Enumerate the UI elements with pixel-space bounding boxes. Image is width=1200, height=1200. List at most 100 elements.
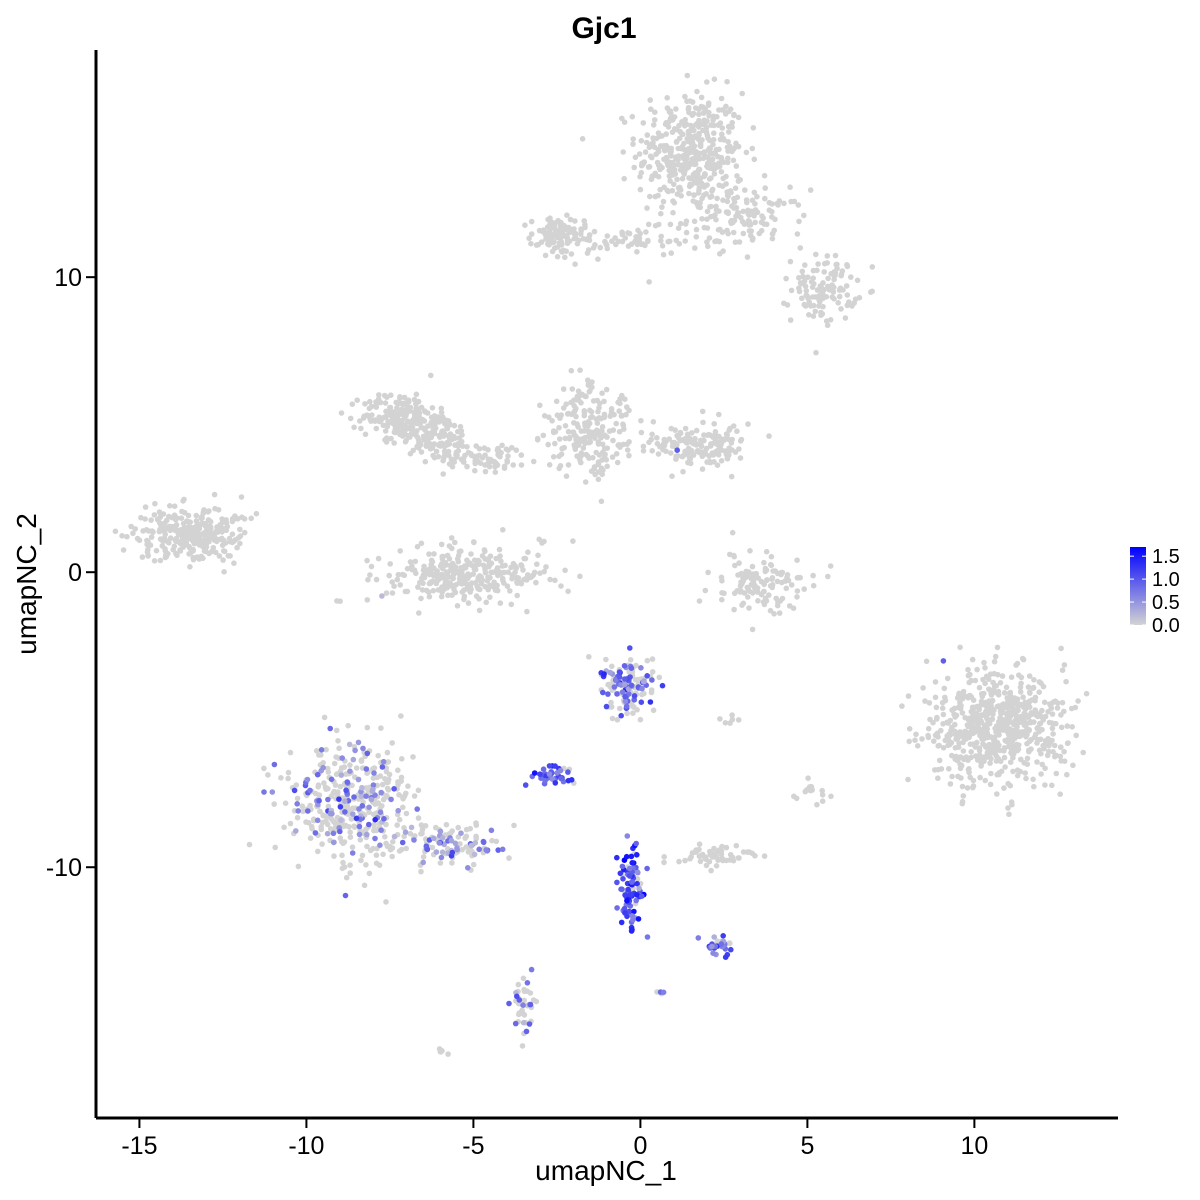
cell-point — [678, 145, 685, 152]
cell-point — [621, 119, 628, 125]
cell-point — [724, 189, 730, 195]
cell-point — [952, 728, 958, 735]
cell-point — [452, 589, 459, 596]
cell-point — [153, 547, 160, 554]
cell-point — [499, 575, 506, 582]
cell-point — [699, 453, 706, 460]
cell-point — [471, 539, 477, 546]
legend-tick-label: 0.5 — [1152, 592, 1180, 614]
cell-point — [414, 543, 421, 550]
cell-point — [696, 841, 703, 847]
cell-point — [448, 567, 455, 573]
cell-point — [591, 466, 598, 472]
cell-point — [226, 535, 233, 542]
cell-point — [363, 766, 370, 772]
cell-point — [733, 842, 740, 849]
cell-point — [940, 658, 947, 664]
cell-point — [554, 234, 561, 241]
cell-point — [190, 546, 196, 553]
cell-point — [1008, 695, 1014, 701]
cell-point — [364, 770, 370, 776]
cell-point — [519, 1007, 525, 1014]
cell-point — [994, 747, 1000, 753]
cell-point — [178, 515, 185, 521]
cell-point — [437, 563, 444, 569]
cell-point — [443, 584, 450, 591]
cell-point — [738, 436, 745, 443]
cell-point — [452, 840, 459, 847]
cell-point — [754, 193, 760, 200]
cell-point — [629, 879, 635, 885]
cell-point — [379, 764, 386, 770]
cell-point — [614, 854, 620, 861]
cell-point — [377, 773, 384, 779]
cell-point — [999, 673, 1006, 679]
cell-point — [747, 548, 753, 554]
cell-point — [317, 808, 323, 815]
cell-point — [1005, 780, 1011, 787]
cell-point — [936, 757, 943, 764]
cell-point — [550, 428, 557, 434]
cell-point — [1047, 739, 1054, 746]
y-axis-label: umapNC_2 — [11, 513, 42, 655]
cell-point — [817, 283, 824, 289]
cell-point — [704, 132, 711, 139]
legend-tick-label: 1.0 — [1152, 569, 1180, 591]
cell-point — [704, 225, 711, 231]
cell-point — [430, 587, 437, 594]
cell-point — [731, 199, 738, 205]
cell-point — [644, 657, 651, 664]
cell-point — [849, 303, 855, 309]
cell-point — [618, 712, 624, 719]
cell-point — [994, 689, 1001, 695]
cell-point — [324, 765, 331, 772]
cell-point — [509, 444, 515, 451]
cell-point — [1026, 700, 1032, 706]
cell-point — [528, 218, 535, 225]
cell-point — [603, 656, 609, 663]
cell-point — [651, 144, 658, 150]
cell-point — [366, 405, 373, 412]
cell-point — [724, 432, 730, 438]
cell-point — [407, 559, 414, 565]
cell-point — [350, 811, 356, 817]
cell-point — [959, 783, 966, 790]
cell-point — [810, 572, 816, 579]
cell-point — [959, 695, 966, 702]
cell-point — [395, 779, 401, 785]
cell-point — [358, 758, 365, 764]
cell-point — [932, 694, 939, 701]
cell-point — [144, 549, 151, 555]
cell-point — [593, 449, 599, 456]
cell-point — [689, 850, 696, 856]
cell-point — [324, 830, 331, 837]
cell-point — [483, 847, 490, 853]
cell-point — [546, 771, 553, 777]
cell-point — [794, 575, 801, 581]
cell-point — [955, 773, 961, 780]
cell-point — [295, 863, 302, 870]
cell-point — [947, 781, 954, 787]
cell-point — [316, 797, 322, 804]
cell-point — [991, 658, 998, 665]
cell-point — [418, 822, 425, 828]
cell-point — [605, 691, 611, 697]
cell-point — [531, 569, 538, 576]
cell-point — [740, 230, 747, 237]
cell-point — [509, 572, 515, 578]
cell-point — [723, 844, 730, 851]
cell-point — [939, 699, 946, 706]
cell-point — [335, 738, 341, 744]
cell-point — [567, 434, 573, 441]
cell-point — [142, 516, 148, 522]
cell-point — [794, 231, 801, 237]
cell-point — [600, 450, 606, 456]
cell-point — [433, 824, 439, 831]
cell-point — [607, 669, 613, 676]
cell-point — [193, 512, 200, 519]
cell-point — [572, 218, 578, 224]
cell-point — [337, 783, 344, 790]
cell-point — [403, 437, 409, 444]
cell-point — [632, 238, 638, 244]
cell-point — [762, 565, 769, 572]
